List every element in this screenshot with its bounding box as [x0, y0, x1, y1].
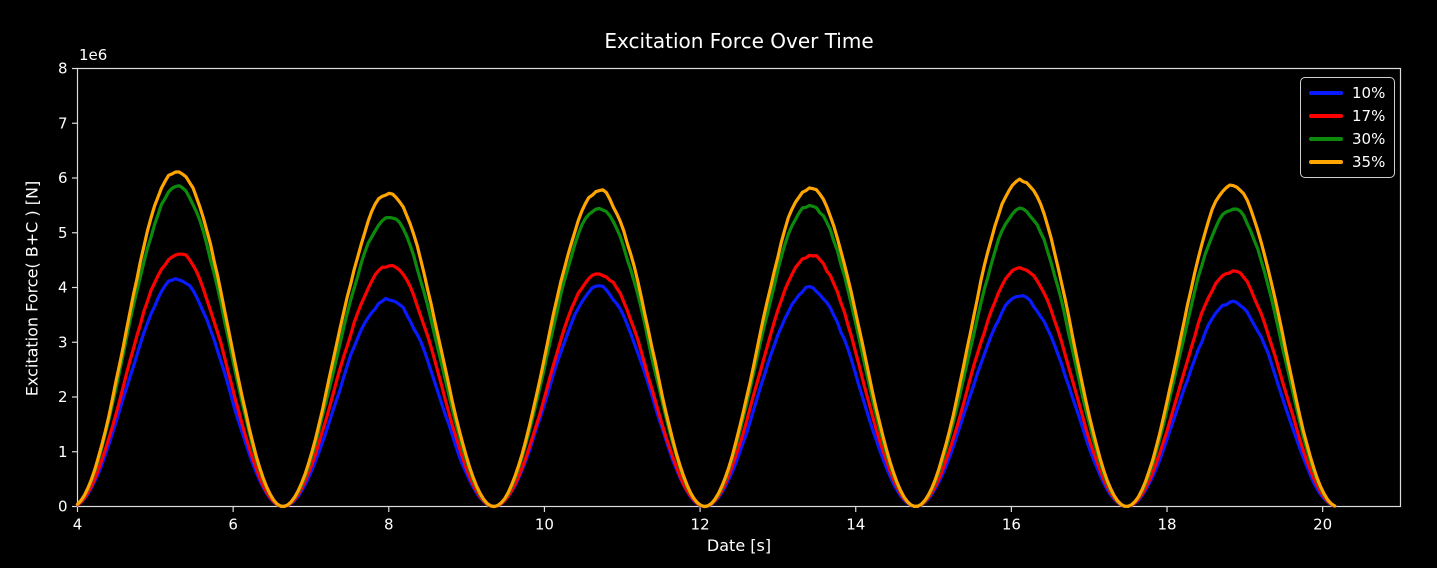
y-tick-label: 1 [58, 443, 68, 461]
legend-swatch [1309, 114, 1343, 118]
x-tick-label: 8 [384, 516, 394, 534]
y-tick-label: 2 [58, 388, 68, 406]
y-tick-label: 4 [58, 279, 68, 297]
legend-entry-30pct: 30% [1309, 130, 1385, 148]
legend-swatch [1309, 160, 1343, 164]
x-tick-label: 18 [1157, 516, 1176, 534]
y-tick-label: 7 [58, 114, 68, 132]
x-tick-label: 10 [535, 516, 554, 534]
x-tick-label: 12 [691, 516, 710, 534]
axes-spines [76, 67, 1402, 508]
series-line-30pct [75, 184, 1337, 509]
series-line-35pct [75, 170, 1337, 509]
y-axis-offset-label: 1e6 [79, 46, 108, 64]
chart-title: Excitation Force Over Time [604, 29, 874, 53]
legend-label: 10% [1352, 84, 1386, 102]
x-tick-label: 4 [73, 516, 83, 534]
y-tick-label: 0 [58, 498, 68, 516]
legend-label: 30% [1352, 130, 1386, 148]
legend-entry-35pct: 35% [1309, 153, 1385, 171]
legend: 10% 17% 30% 35% [1300, 77, 1395, 178]
x-tick-label: 14 [846, 516, 865, 534]
y-tick-label: 6 [58, 169, 68, 187]
x-tick-label: 16 [1002, 516, 1021, 534]
legend-label: 35% [1352, 153, 1386, 171]
legend-swatch [1309, 91, 1343, 95]
y-tick-label: 5 [58, 224, 68, 242]
y-tick-label: 3 [58, 333, 68, 351]
x-axis-label: Date [s] [706, 536, 772, 555]
series-line-17pct [75, 252, 1337, 509]
x-tick-label: 6 [228, 516, 238, 534]
y-tick-label: 8 [58, 60, 68, 78]
legend-swatch [1309, 137, 1343, 141]
legend-label: 17% [1352, 107, 1386, 125]
legend-entry-10pct: 10% [1309, 84, 1385, 102]
legend-entry-17pct: 17% [1309, 107, 1385, 125]
series-line-10pct [75, 277, 1337, 509]
x-tick-label: 20 [1313, 516, 1332, 534]
